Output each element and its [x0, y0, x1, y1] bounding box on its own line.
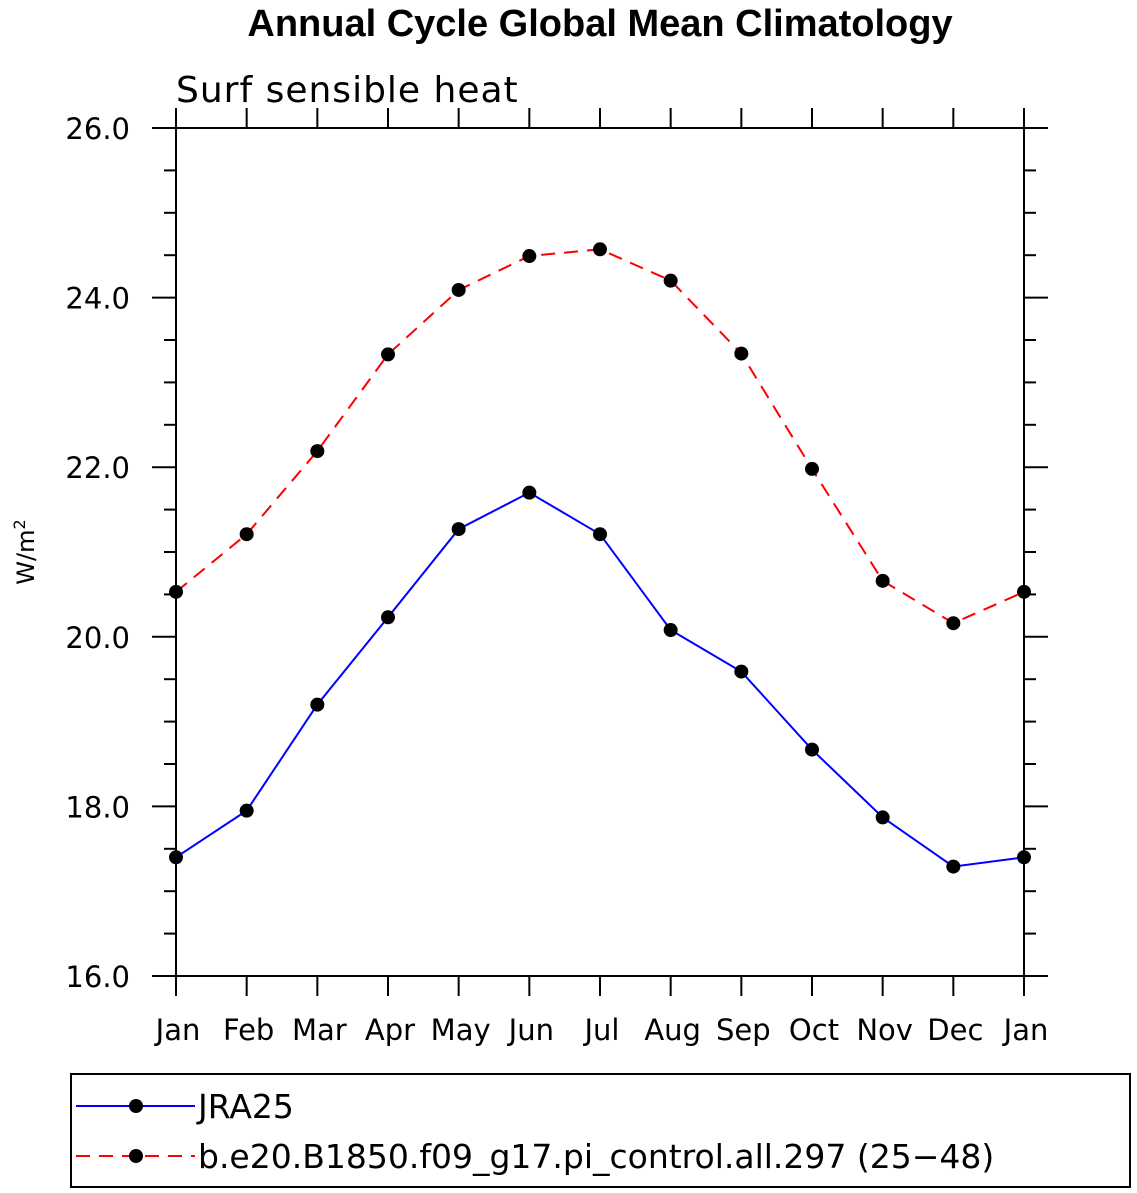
data-point-series-1 — [593, 527, 607, 542]
chart-subtitle: Surf sensible heat — [176, 70, 519, 111]
data-point-series-1 — [169, 850, 183, 865]
axes: 16.0 18.0 20.0 22.0 24.0 26.0 Jan Feb Mar Apr May J… — [65, 108, 1048, 1047]
data-point-series-1 — [805, 742, 819, 757]
data-point-series-1 — [239, 803, 254, 818]
data-point-series-2 — [451, 282, 466, 297]
data-point-series-1 — [522, 485, 537, 500]
y-axis-label-text: W/m — [12, 529, 40, 584]
data-point-series-1 — [381, 610, 395, 625]
y-tick-label: 22.0 — [65, 451, 130, 485]
y-tick-label: 20.0 — [65, 621, 130, 655]
chart-title: Annual Cycle Global Mean Climatology — [247, 3, 952, 45]
legend: JRA25 b.e20.B1850.f09_g17.pi_control.all.… — [70, 1073, 1131, 1188]
data-point-series-2 — [663, 273, 678, 288]
data-point-series-2 — [1017, 584, 1031, 599]
data-point-series-1 — [875, 810, 890, 825]
series-line-2 — [175, 248, 1025, 625]
x-tick-label: Mar — [292, 1013, 347, 1047]
y-axis-label-superscript: 2 — [10, 519, 29, 529]
x-tick-label: Oct — [789, 1013, 839, 1047]
data-point-series-2 — [522, 249, 537, 264]
legend-label-1: JRA25 — [196, 1087, 294, 1126]
x-tick-label: Jun — [507, 1013, 554, 1047]
data-point-series-2 — [239, 527, 254, 542]
data-point-series-2 — [381, 347, 395, 362]
data-series — [169, 242, 1031, 874]
x-tick-label: Sep — [716, 1013, 771, 1047]
data-point-series-1 — [663, 623, 678, 638]
data-point-series-1 — [946, 859, 961, 874]
x-tick-label: May — [431, 1013, 491, 1047]
data-point-series-1 — [1017, 850, 1031, 865]
x-tick-label: Apr — [365, 1013, 415, 1047]
data-point-series-2 — [169, 584, 183, 599]
x-tick-label: Jul — [583, 1013, 620, 1047]
y-tick-label: 26.0 — [65, 112, 130, 146]
y-tick-label: 24.0 — [65, 282, 130, 316]
x-tick-label: Aug — [644, 1013, 701, 1047]
x-tick-label: Dec — [927, 1013, 983, 1047]
legend-box — [70, 1073, 1131, 1188]
y-tick-label: 18.0 — [65, 790, 130, 824]
legend-label-2: b.e20.B1850.f09_g17.pi_control.all.297 (… — [198, 1137, 994, 1176]
y-axis-label: W/m2 — [10, 519, 40, 584]
data-point-series-1 — [451, 522, 466, 537]
data-point-series-2 — [946, 616, 961, 631]
data-point-series-1 — [310, 697, 325, 712]
legend-marker-2 — [129, 1149, 143, 1163]
series-line-1 — [175, 491, 1025, 868]
y-tick-label: 16.0 — [65, 960, 130, 994]
data-point-series-1 — [734, 664, 749, 679]
data-point-series-2 — [875, 573, 890, 588]
legend-marker-1 — [129, 1099, 143, 1113]
x-tick-label: Jan — [1002, 1013, 1049, 1047]
x-tick-label: Jan — [154, 1013, 201, 1047]
data-point-series-2 — [734, 346, 749, 361]
data-point-series-2 — [593, 242, 607, 257]
data-point-series-2 — [310, 444, 325, 459]
data-point-series-2 — [805, 461, 819, 476]
x-tick-label: Feb — [223, 1013, 274, 1047]
x-tick-label: Nov — [856, 1013, 913, 1047]
